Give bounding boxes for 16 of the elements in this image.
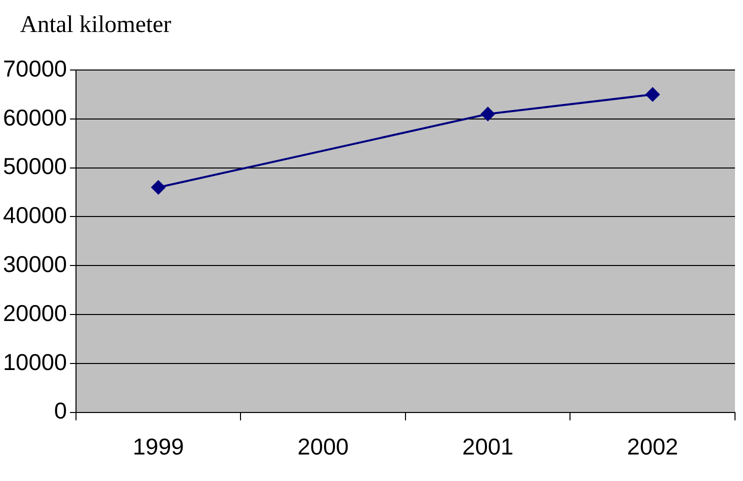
- y-tick-label: 0: [54, 398, 67, 424]
- y-tick-label: 30000: [2, 251, 67, 277]
- point: [151, 180, 166, 194]
- chart-title: Antal kilometer: [20, 12, 172, 39]
- y-tick-label: 20000: [2, 300, 67, 326]
- y-tick-label: 70000: [2, 55, 67, 82]
- x-tick-label: 2002: [627, 434, 678, 460]
- x-tick-label: 2001: [462, 434, 514, 460]
- y-tick-label: 60000: [2, 104, 67, 130]
- point: [480, 107, 495, 122]
- y-tick-label: 50000: [2, 153, 67, 180]
- y-tick-label: 40000: [2, 202, 67, 228]
- x-tick-label: 2000: [298, 434, 349, 460]
- point: [646, 87, 660, 102]
- x-tick-label: 1999: [132, 434, 184, 460]
- y-tick-label: 10000: [2, 348, 67, 375]
